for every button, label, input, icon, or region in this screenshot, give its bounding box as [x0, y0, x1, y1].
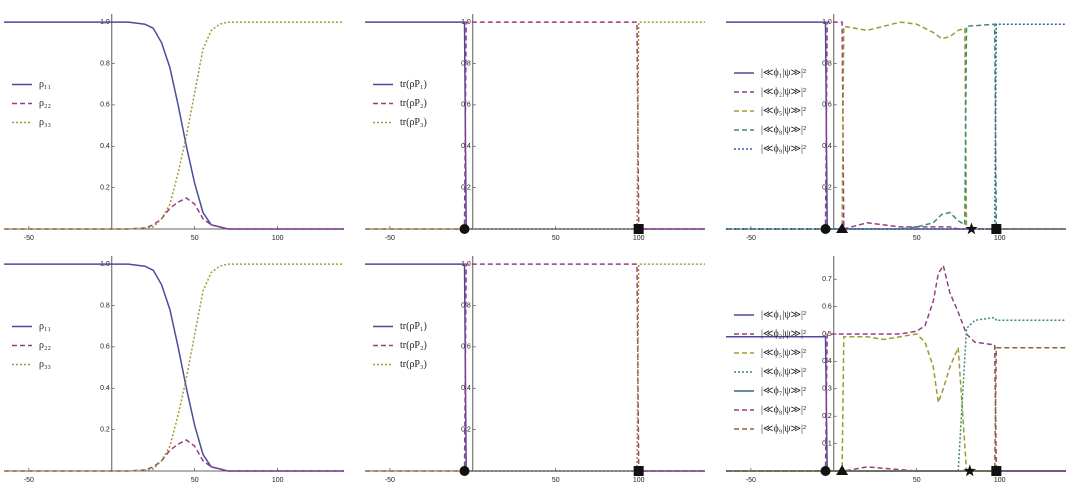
- series-line: [4, 439, 344, 472]
- legend-label: tr(ρP₂): [400, 340, 427, 351]
- y-tick-label: 0.6: [461, 344, 471, 351]
- y-tick-label: 0.3: [822, 386, 832, 393]
- series-line: [4, 197, 344, 230]
- legend-label: ρ₁₁: [39, 79, 51, 90]
- x-tick-label: -50: [746, 235, 756, 242]
- x-tick-label: -50: [24, 235, 34, 242]
- x-tick-label: 50: [552, 235, 560, 242]
- x-tick-label: -50: [24, 477, 34, 484]
- legend-label: ρ₁₁: [39, 321, 51, 332]
- legend-label: tr(ρP₁): [400, 79, 427, 90]
- y-tick-label: 0.6: [822, 102, 832, 109]
- y-tick-label: 0.6: [461, 102, 471, 109]
- legend-label: |≪ϕ₅|ψ≫|²: [761, 105, 806, 116]
- legend-label: tr(ρP₁): [400, 321, 427, 332]
- marker-star: [965, 222, 978, 235]
- x-tick-label: 50: [191, 235, 199, 242]
- y-tick-label: 0.7: [822, 276, 832, 283]
- panel: -50 50 1000.20.40.60.81.0tr(ρP₁)tr(ρP₂)tr(…: [365, 14, 705, 242]
- series-line: [365, 263, 705, 472]
- x-tick-label: 100: [994, 477, 1006, 484]
- y-tick-label: 0.6: [822, 303, 832, 310]
- x-tick-label: 100: [272, 235, 284, 242]
- x-tick-label: -50: [746, 477, 756, 484]
- marker-circle: [459, 224, 470, 234]
- legend-label: ρ₃₃: [39, 359, 51, 370]
- panel: -50 50 1000.20.40.60.81.0tr(ρP₁)tr(ρP₂)tr(…: [365, 256, 705, 484]
- y-tick-label: 0.4: [100, 143, 110, 150]
- y-tick-label: 0.4: [100, 385, 110, 392]
- legend-label: tr(ρP₂): [400, 98, 427, 109]
- marker-star: [963, 464, 976, 477]
- x-tick-label: 50: [913, 477, 921, 484]
- marker-circle: [820, 466, 831, 476]
- legend-label: |≪ϕ₇|ψ≫|²: [761, 385, 806, 396]
- x-tick-label: 100: [272, 477, 284, 484]
- y-tick-label: 0.2: [100, 184, 110, 191]
- marker-circle: [459, 466, 470, 476]
- legend-label: |≪ϕ₁|ψ≫|²: [761, 309, 806, 320]
- legend-label: |≪ϕ₂|ψ≫|²: [761, 86, 806, 97]
- legend-label: ρ₂₂: [39, 340, 51, 351]
- series-line: [4, 263, 344, 472]
- series-line: [365, 21, 705, 230]
- x-tick-label: 50: [191, 477, 199, 484]
- legend-label: |≪ϕ₈|ψ≫|²: [761, 124, 806, 135]
- panel: -50 50 1000.20.40.60.81.0|≪ϕ₁|ψ≫|²|≪ϕ₂|ψ≫|…: [726, 14, 1066, 242]
- panel: -50 50 1000.10.20.30.40.50.60.7|≪ϕ₁|ψ≫|²|≪…: [726, 256, 1066, 484]
- marker-triangle: [836, 465, 849, 475]
- y-tick-label: 0.8: [100, 60, 110, 67]
- x-tick-label: -50: [385, 235, 395, 242]
- legend-label: ρ₂₂: [39, 98, 51, 109]
- series-line: [726, 263, 1066, 472]
- legend-label: tr(ρP₃): [400, 359, 427, 370]
- marker-square: [633, 224, 644, 234]
- x-tick-label: -50: [385, 477, 395, 484]
- legend-label: |≪ϕ₉|ψ≫|²: [761, 423, 806, 434]
- x-tick-label: 50: [913, 235, 921, 242]
- series-line: [365, 263, 705, 472]
- marker-square: [991, 466, 1002, 476]
- y-tick-label: 0.2: [100, 426, 110, 433]
- x-tick-label: 50: [552, 477, 560, 484]
- legend-label: tr(ρP₃): [400, 117, 427, 128]
- series-line: [365, 21, 705, 230]
- marker-square: [633, 466, 644, 476]
- x-tick-label: 100: [633, 477, 645, 484]
- series-line: [4, 21, 344, 230]
- series-line: [365, 21, 705, 230]
- x-tick-label: 100: [633, 235, 645, 242]
- legend-label: |≪ϕ₉|ψ≫|²: [761, 143, 806, 154]
- y-tick-label: 0.6: [100, 344, 110, 351]
- y-tick-label: 0.6: [100, 102, 110, 109]
- x-tick-label: 100: [994, 235, 1006, 242]
- legend-label: |≪ϕ₁|ψ≫|²: [761, 67, 806, 78]
- legend-label: ρ₃₃: [39, 117, 51, 128]
- marker-square: [991, 224, 1002, 234]
- marker-triangle: [836, 223, 849, 233]
- series-line: [4, 21, 344, 230]
- legend-label: |≪ϕ₆|ψ≫|²: [761, 366, 806, 377]
- legend-label: |≪ϕ₅|ψ≫|²: [761, 347, 806, 358]
- series-line: [4, 263, 344, 472]
- marker-circle: [820, 224, 831, 234]
- legend-label: |≪ϕ₂|ψ≫|²: [761, 328, 806, 339]
- series-line: [365, 263, 705, 472]
- legend-label: |≪ϕ₈|ψ≫|²: [761, 404, 806, 415]
- y-tick-label: 0.8: [100, 302, 110, 309]
